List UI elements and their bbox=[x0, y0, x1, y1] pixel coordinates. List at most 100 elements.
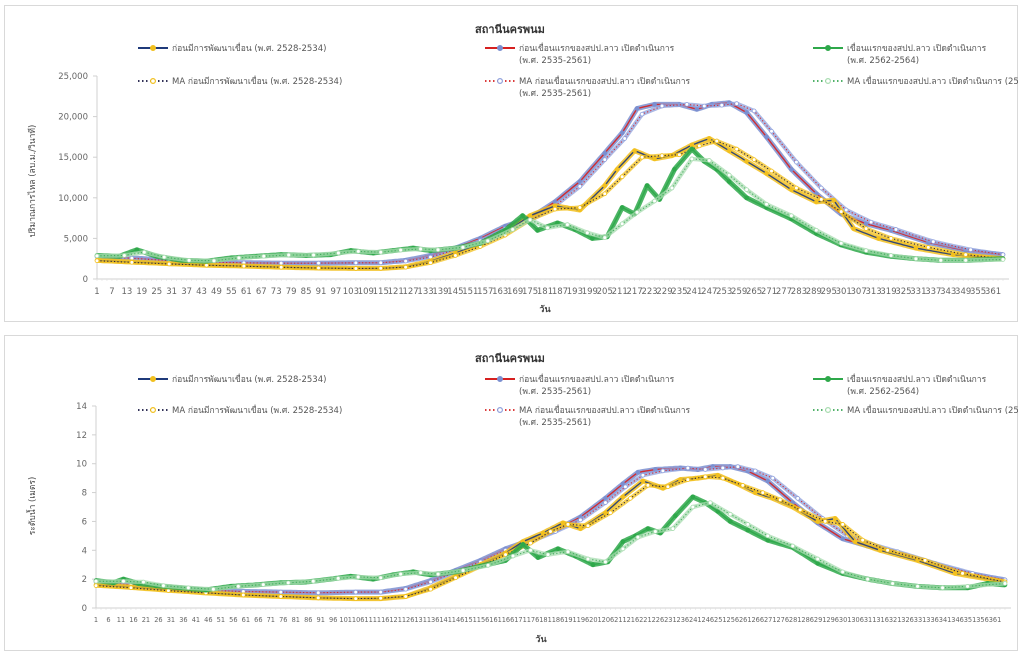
series-6 bbox=[93, 500, 1008, 592]
data-point bbox=[665, 484, 671, 490]
data-point bbox=[659, 153, 665, 158]
legend-item-5: MA ก่อนเขื่อนแรกของสปป.ลาว เปิดดำเนินการ… bbox=[485, 75, 690, 99]
y-tick-label: 0 bbox=[83, 275, 88, 285]
data-point bbox=[965, 584, 970, 589]
data-point bbox=[644, 183, 650, 188]
x-tick-label: 311 bbox=[864, 616, 877, 624]
x-axis-title: วัน bbox=[539, 304, 551, 315]
data-point bbox=[797, 507, 803, 513]
x-tick-label: 61 bbox=[242, 616, 250, 624]
x-tick-label: 175 bbox=[522, 287, 538, 297]
plot-area bbox=[94, 100, 1006, 271]
data-point bbox=[310, 579, 316, 584]
x-tick-label: 81 bbox=[292, 616, 300, 624]
data-point bbox=[765, 533, 771, 539]
x-tick-label: 271 bbox=[761, 287, 777, 297]
data-point bbox=[714, 138, 720, 144]
data-point bbox=[603, 500, 608, 505]
legend-item-6: MA เขื่อนแรกของสปป.ลาว เปิดดำเนินการ (25… bbox=[813, 404, 1019, 416]
legend-marker-icon bbox=[824, 77, 831, 84]
x-tick-label: 286 bbox=[801, 616, 814, 624]
data-point bbox=[585, 230, 590, 236]
x-tick-label: 67 bbox=[256, 287, 267, 297]
y-tick-label: 0 bbox=[82, 604, 87, 614]
data-point bbox=[602, 191, 608, 197]
x-tick-label: 313 bbox=[865, 287, 881, 297]
data-point bbox=[720, 475, 726, 481]
x-tick-label: 229 bbox=[656, 287, 672, 297]
water-level-chart: สถานีนครพนม ก่อนมีการพัฒนาเขื่อน (พ.ศ. 2… bbox=[26, 352, 1019, 645]
series-2 bbox=[94, 100, 1006, 266]
data-point bbox=[744, 187, 749, 192]
data-point bbox=[940, 585, 945, 591]
data-point bbox=[353, 596, 359, 601]
data-point bbox=[888, 236, 894, 241]
y-tick-label: 12 bbox=[76, 431, 87, 441]
data-point bbox=[726, 179, 732, 184]
x-tick-label: 211 bbox=[612, 287, 628, 297]
data-point bbox=[734, 101, 739, 106]
data-point bbox=[726, 172, 732, 178]
data-point bbox=[838, 209, 844, 214]
x-tick-label: 223 bbox=[641, 287, 657, 297]
data-point bbox=[635, 470, 641, 475]
data-point bbox=[794, 185, 799, 191]
x-tick-label: 349 bbox=[955, 287, 971, 297]
data-point bbox=[590, 236, 595, 241]
x-tick-label: 247 bbox=[701, 287, 717, 297]
data-point bbox=[585, 523, 591, 529]
x-tick-label: 1 bbox=[94, 287, 99, 297]
data-point bbox=[795, 496, 801, 501]
data-point bbox=[865, 576, 870, 582]
x-tick-label: 41 bbox=[192, 616, 200, 624]
data-point bbox=[822, 519, 828, 524]
data-point bbox=[744, 158, 749, 164]
data-point bbox=[485, 238, 491, 244]
data-point bbox=[789, 167, 794, 172]
data-point bbox=[614, 167, 620, 172]
x-tick-label: 97 bbox=[331, 287, 342, 297]
data-point bbox=[353, 260, 359, 266]
data-point bbox=[565, 549, 571, 555]
data-point bbox=[378, 260, 384, 266]
data-point bbox=[453, 253, 458, 258]
data-point bbox=[690, 504, 696, 510]
data-point bbox=[840, 522, 845, 527]
data-point bbox=[632, 148, 637, 154]
data-point bbox=[528, 540, 533, 546]
x-tick-label: 157 bbox=[477, 287, 493, 297]
x-tick-label: 261 bbox=[739, 616, 752, 624]
data-point bbox=[719, 102, 725, 108]
legend-label: ก่อนมีการพัฒนาเขื่อน (พ.ศ. 2528-2534) bbox=[172, 42, 326, 54]
data-point bbox=[278, 589, 284, 595]
legend-item-1: ก่อนมีการพัฒนาเขื่อน (พ.ศ. 2528-2534) bbox=[138, 373, 326, 385]
x-tick-label: 271 bbox=[764, 616, 777, 624]
legend-label: ก่อนเขื่อนแรกของสปป.ลาว เปิดดำเนินการ bbox=[519, 42, 675, 54]
y-tick-label: 6 bbox=[82, 517, 87, 527]
data-point bbox=[577, 184, 583, 189]
x-tick-label: 151 bbox=[464, 616, 477, 624]
x-tick-label: 166 bbox=[502, 616, 515, 624]
y-tick-label: 15,000 bbox=[58, 153, 88, 163]
data-point bbox=[915, 584, 920, 589]
data-point bbox=[585, 556, 591, 562]
data-point bbox=[622, 136, 627, 141]
data-point bbox=[706, 136, 712, 141]
data-point bbox=[653, 529, 658, 534]
legend-label-line2: (พ.ศ. 2535-2561) bbox=[519, 418, 591, 428]
data-point bbox=[913, 256, 919, 262]
x-tick-label: 181 bbox=[537, 287, 553, 297]
data-point bbox=[769, 128, 774, 134]
x-tick-label: 306 bbox=[851, 616, 864, 624]
x-tick-label: 6 bbox=[106, 616, 110, 624]
x-tick-label: 191 bbox=[564, 616, 577, 624]
data-point bbox=[697, 143, 702, 149]
x-tick-label: 1 bbox=[94, 616, 98, 624]
data-point bbox=[620, 546, 626, 552]
data-point bbox=[1002, 581, 1008, 586]
legend-marker-icon bbox=[150, 375, 157, 382]
data-point bbox=[669, 185, 675, 191]
data-point bbox=[685, 465, 691, 471]
y-tick-label: 10,000 bbox=[58, 194, 88, 204]
y-axis-title: ปริมาณการไหล (ลบ.ม./วินาที) bbox=[27, 125, 38, 238]
